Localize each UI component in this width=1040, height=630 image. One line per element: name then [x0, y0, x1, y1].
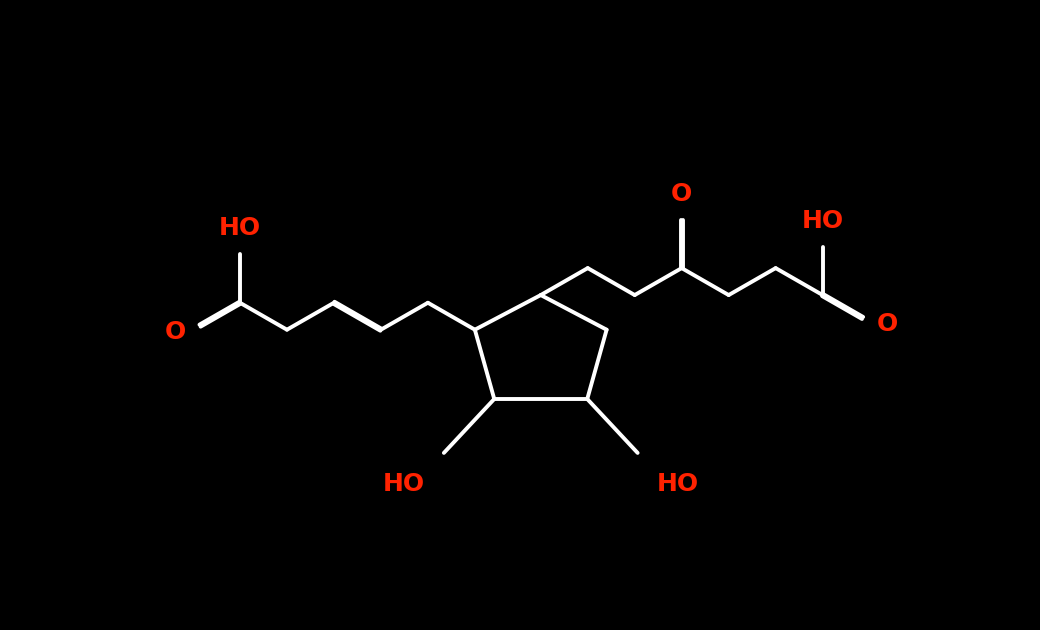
- Text: O: O: [164, 320, 186, 344]
- Text: HO: HO: [802, 209, 843, 232]
- Text: HO: HO: [657, 472, 699, 496]
- Text: HO: HO: [383, 472, 424, 496]
- Text: HO: HO: [218, 216, 261, 241]
- Text: O: O: [877, 312, 898, 336]
- Text: O: O: [671, 181, 693, 206]
